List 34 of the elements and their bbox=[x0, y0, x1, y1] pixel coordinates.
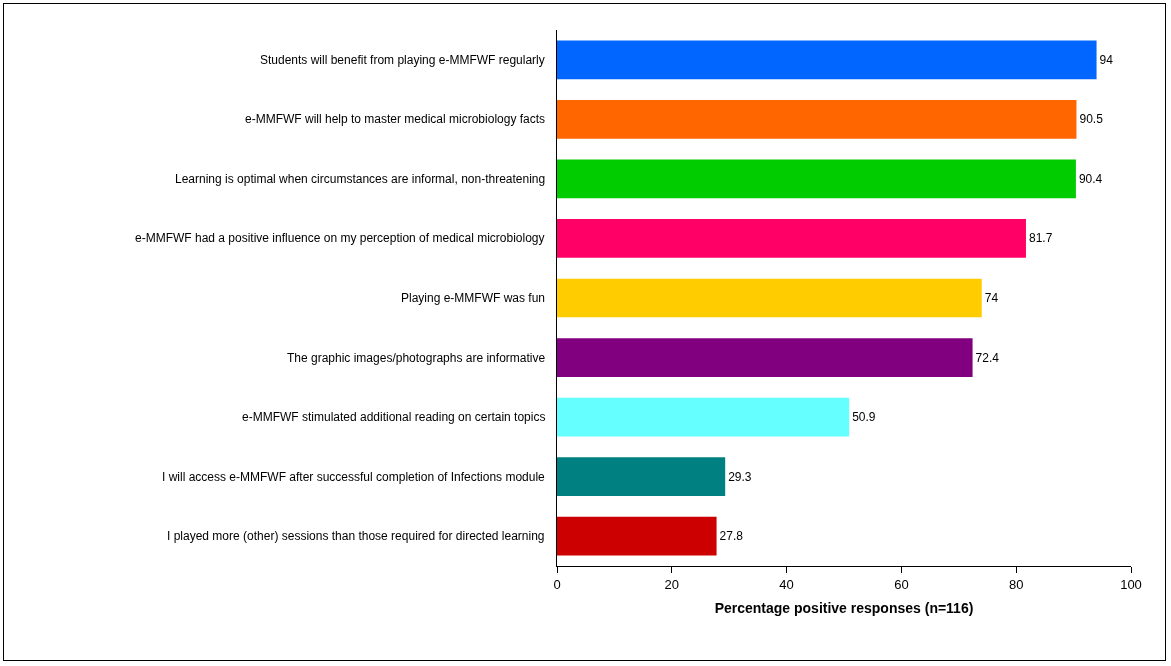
x-tick-label: 60 bbox=[894, 576, 909, 592]
x-tick-label: 100 bbox=[1120, 576, 1142, 592]
bar bbox=[557, 219, 1026, 258]
y-tick-label: I played more (other) sessions than those required for directed learning bbox=[167, 529, 545, 543]
data-label: 94 bbox=[1099, 52, 1114, 67]
y-tick-label: Students will benefit from playing e-MMFWF regularly bbox=[260, 53, 545, 67]
bar bbox=[557, 159, 1076, 199]
x-axis-title: Percentage positive responses (n=116) bbox=[714, 599, 974, 616]
data-label: 72.4 bbox=[975, 350, 1000, 365]
bar bbox=[557, 278, 982, 318]
y-tick-label: Learning is optimal when circumstances are informal, non-threatening bbox=[175, 172, 546, 186]
bar bbox=[557, 99, 1077, 139]
y-tick-label: e-MMFWF will help to master medical microbiology facts bbox=[245, 112, 546, 126]
data-label: 81.7 bbox=[1028, 231, 1053, 246]
y-tick-label: e-MMFWF stimulated additional reading on certain topics bbox=[242, 410, 546, 424]
data-label: 50.9 bbox=[852, 410, 876, 425]
y-tick-label: Playing e-MMFWF was fun bbox=[401, 291, 546, 305]
bar bbox=[557, 397, 850, 437]
y-tick-label: e-MMFWF had a positive influence on my perception of medical microbiology bbox=[135, 231, 545, 245]
x-tick-label: 40 bbox=[779, 576, 794, 592]
x-tick-label: 0 bbox=[553, 576, 561, 592]
data-label: 27.8 bbox=[719, 529, 744, 544]
bar bbox=[557, 457, 726, 497]
data-label: 29.3 bbox=[728, 469, 752, 484]
data-label: 74 bbox=[984, 291, 999, 305]
bar bbox=[557, 338, 973, 377]
x-tick-label: 20 bbox=[664, 576, 680, 592]
y-tick-label: I will access e-MMFWF after successful completion of Infections module bbox=[162, 470, 546, 484]
bar bbox=[557, 516, 717, 556]
data-label: 90.4 bbox=[1078, 171, 1103, 186]
x-tick-label: 80 bbox=[1008, 576, 1024, 592]
bar bbox=[557, 40, 1097, 80]
data-label: 90.5 bbox=[1079, 112, 1104, 127]
y-tick-label: The graphic images/photographs are informative bbox=[287, 351, 546, 365]
